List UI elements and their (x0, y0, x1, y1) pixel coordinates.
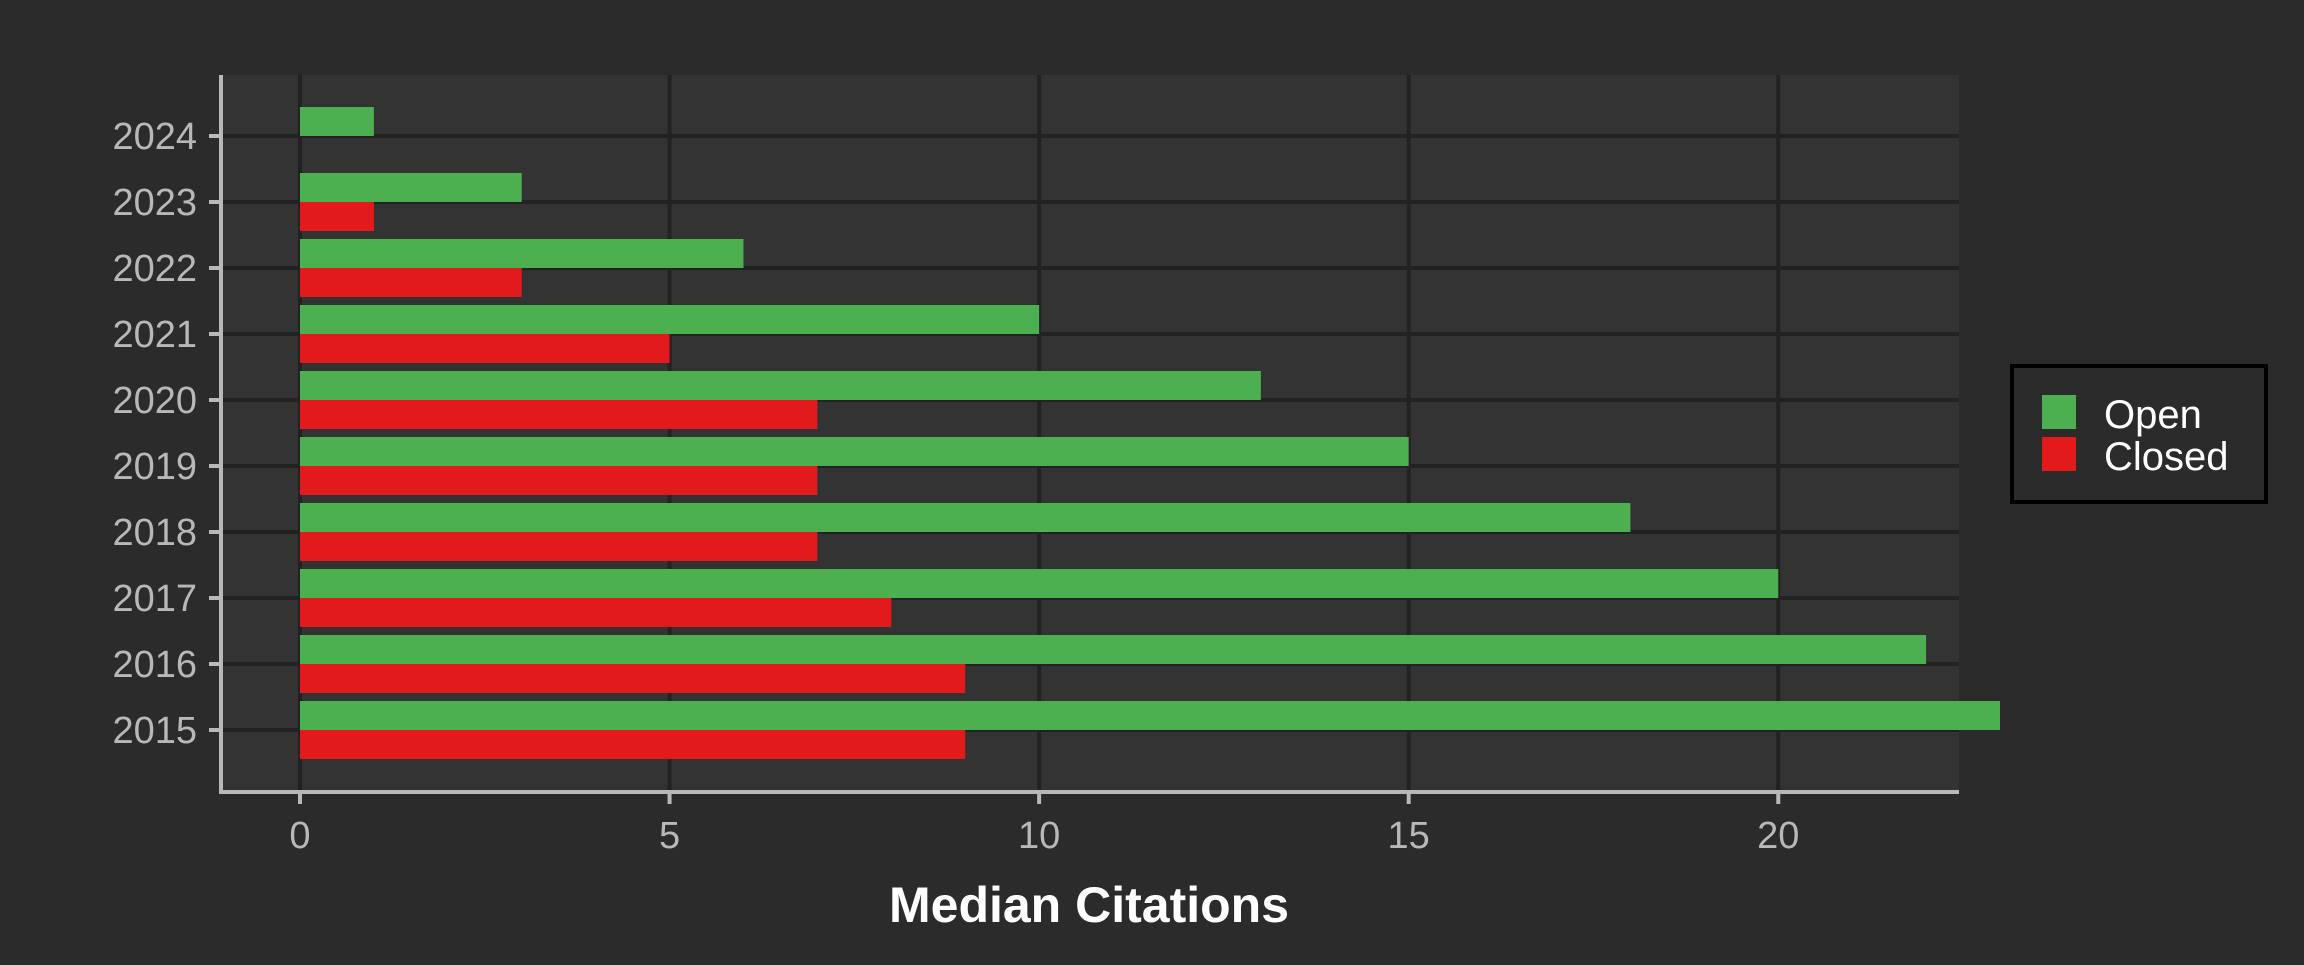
legend-swatch-closed (2042, 437, 2076, 471)
y-tick-label: 2015 (112, 710, 197, 752)
y-tick-label: 2020 (112, 380, 197, 422)
y-tick-label: 2018 (112, 512, 197, 554)
bar-closed (300, 268, 522, 297)
y-tick-label: 2016 (112, 644, 197, 686)
bar-open (300, 173, 522, 202)
x-tick-label: 10 (1018, 815, 1060, 857)
bar-open (300, 503, 1631, 532)
bar-open (300, 701, 2000, 730)
legend-box (2010, 364, 2268, 504)
x-tick-label: 20 (1757, 815, 1799, 857)
y-tick-label: 2023 (112, 182, 197, 224)
bar-open (300, 239, 744, 268)
tick-labels: 2015201620172018201920202021202220232024… (112, 116, 1799, 857)
bar-closed (300, 532, 818, 561)
legend-label-open: Open (2104, 393, 2202, 437)
bar-closed (300, 730, 966, 759)
bar-open (300, 305, 1040, 334)
y-tick-label: 2024 (112, 116, 197, 158)
bar-open (300, 569, 1779, 598)
bar-closed (300, 334, 670, 363)
x-axis-title: Median Citations (889, 877, 1289, 933)
y-tick-label: 2021 (112, 314, 197, 356)
axes (209, 75, 1959, 804)
bar-closed (300, 466, 818, 495)
legend-swatch-open (2042, 395, 2076, 429)
bar-closed (300, 598, 892, 627)
legend: Open Closed (2010, 364, 2268, 504)
x-tick-label: 5 (659, 815, 680, 857)
x-tick-label: 15 (1388, 815, 1430, 857)
bar-open (300, 635, 1927, 664)
bar-closed (300, 202, 374, 231)
x-tick-label: 0 (289, 815, 310, 857)
y-tick-label: 2017 (112, 578, 197, 620)
legend-label-closed: Closed (2104, 435, 2229, 479)
bar-closed (300, 400, 818, 429)
bar-closed (300, 664, 966, 693)
bar-open (300, 107, 374, 136)
bar-open (300, 437, 1409, 466)
y-tick-label: 2019 (112, 446, 197, 488)
bar-open (300, 371, 1261, 400)
bars (300, 107, 2000, 759)
y-tick-label: 2022 (112, 248, 197, 290)
